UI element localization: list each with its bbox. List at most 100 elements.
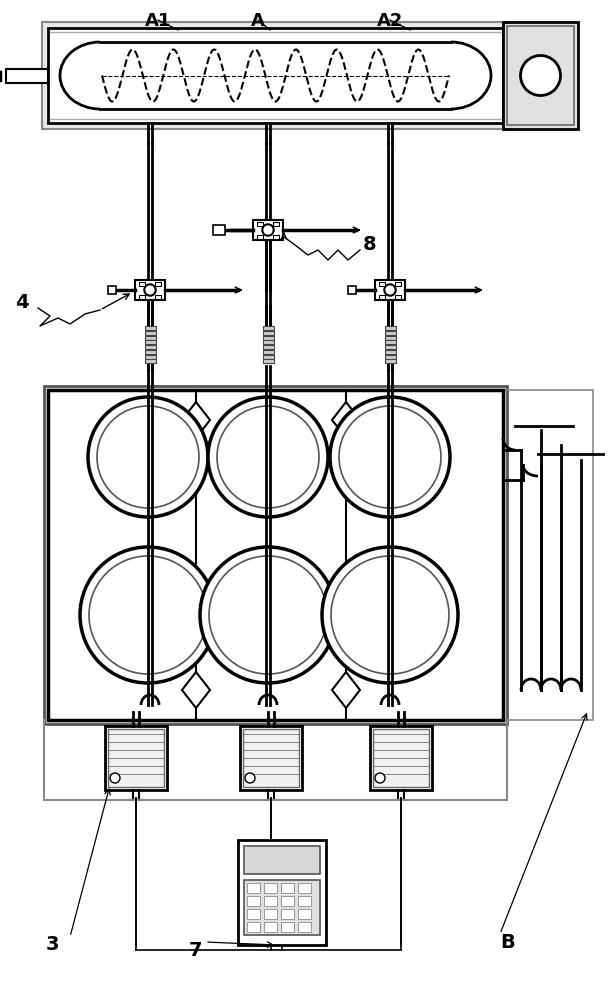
Bar (263, 331, 274, 335)
Text: 8: 8 (363, 235, 377, 254)
Bar (6, 68, 48, 83)
Bar (144, 345, 156, 349)
Bar (139, 295, 145, 299)
Bar (273, 235, 279, 239)
Bar (395, 295, 401, 299)
Circle shape (208, 397, 328, 517)
Bar (244, 846, 320, 874)
Polygon shape (182, 402, 210, 438)
Bar (384, 326, 395, 330)
Circle shape (384, 284, 396, 296)
Bar (105, 726, 167, 790)
Bar (298, 896, 311, 906)
Bar (379, 282, 385, 286)
Bar (298, 922, 311, 932)
Bar (264, 883, 277, 893)
Bar (281, 909, 294, 919)
Bar (144, 350, 156, 354)
Bar (263, 359, 274, 363)
Text: A1: A1 (145, 12, 171, 30)
Text: A: A (251, 12, 265, 30)
Circle shape (144, 284, 156, 296)
Bar (108, 729, 164, 787)
Bar (247, 909, 260, 919)
Bar (263, 340, 274, 344)
Bar (44, 386, 507, 724)
Text: B: B (500, 932, 515, 952)
Bar (48, 390, 503, 720)
Bar (384, 331, 395, 335)
Bar (384, 355, 395, 359)
Polygon shape (332, 402, 360, 438)
Bar (264, 922, 277, 932)
Bar (281, 922, 294, 932)
Bar (384, 345, 395, 349)
Bar (373, 729, 429, 787)
Text: 3: 3 (45, 936, 59, 954)
Bar (247, 896, 260, 906)
Text: A2: A2 (377, 12, 403, 30)
Circle shape (262, 224, 274, 236)
Bar (44, 720, 507, 800)
Bar (144, 359, 156, 363)
Bar (298, 909, 311, 919)
Bar (370, 726, 432, 790)
Bar (264, 909, 277, 919)
Bar (281, 883, 294, 893)
Bar (144, 331, 156, 335)
Bar (507, 26, 574, 125)
Bar (348, 286, 356, 294)
Circle shape (245, 773, 255, 783)
Circle shape (330, 397, 450, 517)
Bar (281, 896, 294, 906)
Bar (135, 280, 165, 300)
Bar (238, 840, 326, 945)
Bar (144, 355, 156, 359)
Bar (384, 336, 395, 340)
Bar (243, 729, 299, 787)
Bar (253, 220, 283, 240)
Bar (263, 355, 274, 359)
Bar (155, 295, 161, 299)
Circle shape (88, 397, 208, 517)
Bar (144, 336, 156, 340)
Bar (503, 390, 593, 720)
Bar (375, 280, 405, 300)
Bar (213, 225, 225, 235)
Text: 7: 7 (188, 940, 202, 960)
Circle shape (110, 773, 120, 783)
Bar (384, 359, 395, 363)
Bar (273, 222, 279, 226)
Polygon shape (182, 672, 210, 708)
Bar (144, 326, 156, 330)
Bar (264, 896, 277, 906)
Bar (263, 336, 274, 340)
Bar (155, 282, 161, 286)
Bar (263, 350, 274, 354)
Bar (139, 282, 145, 286)
Bar (257, 222, 263, 226)
Bar (144, 340, 156, 344)
Bar (395, 282, 401, 286)
Bar (247, 883, 260, 893)
Bar (240, 726, 302, 790)
Bar (42, 22, 509, 129)
Bar (379, 295, 385, 299)
Bar (384, 340, 395, 344)
Circle shape (521, 55, 560, 96)
Circle shape (322, 547, 458, 683)
Circle shape (200, 547, 336, 683)
Polygon shape (332, 672, 360, 708)
Text: 4: 4 (15, 292, 29, 312)
Bar (263, 326, 274, 330)
Bar (503, 22, 578, 129)
Bar (263, 345, 274, 349)
Bar (384, 350, 395, 354)
Bar (48, 28, 503, 123)
Bar (244, 880, 320, 935)
Bar (247, 922, 260, 932)
Bar (298, 883, 311, 893)
Circle shape (375, 773, 385, 783)
Bar (257, 235, 263, 239)
Bar (108, 286, 115, 294)
